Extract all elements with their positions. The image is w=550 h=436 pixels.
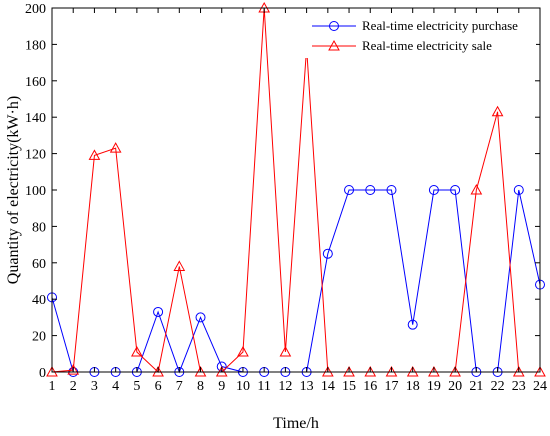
x-tick-label: 16 — [363, 379, 377, 394]
x-tick-label: 17 — [384, 379, 398, 394]
data-point-circle — [344, 185, 355, 195]
y-tick-label: 80 — [32, 220, 46, 235]
y-tick-label: 200 — [25, 2, 46, 17]
data-point-triangle — [237, 345, 249, 357]
x-tick-label: 10 — [236, 379, 250, 394]
y-tick-label: 20 — [32, 330, 46, 345]
y-tick-label: 140 — [25, 111, 46, 126]
y-tick-label: 60 — [32, 257, 46, 272]
x-tick-label: 20 — [448, 379, 462, 394]
data-point-triangle — [173, 260, 186, 271]
x-tick-label: 13 — [300, 379, 314, 394]
data-point-circle — [153, 306, 164, 317]
x-tick-label: 15 — [342, 379, 356, 394]
series-line — [51, 7, 540, 373]
data-point-circle — [386, 185, 397, 195]
data-point-triangle — [470, 183, 483, 195]
x-tick-label: 12 — [278, 379, 292, 394]
legend-marker-triangle — [328, 39, 340, 51]
legend: Real-time electricity purchase Real-time… — [300, 14, 536, 58]
y-axis-title: Quantity of electricity(kW·h) — [5, 96, 22, 284]
x-tick-label: 11 — [257, 379, 270, 394]
x-tick-label: 19 — [427, 379, 441, 394]
data-point-triangle — [279, 345, 292, 357]
data-point-circle — [450, 185, 461, 195]
legend-label-sale: Real-time electricity sale — [362, 38, 492, 53]
data-point-triangle — [491, 105, 504, 117]
y-tick-label: 40 — [32, 293, 46, 308]
y-tick-label: 160 — [25, 75, 46, 90]
x-tick-label: 21 — [469, 379, 483, 394]
x-tick-label: 18 — [406, 379, 420, 394]
data-point-circle — [513, 185, 524, 195]
x-tick-label: 9 — [218, 379, 225, 394]
plot-area — [52, 8, 540, 372]
x-tick-label: 22 — [491, 379, 505, 394]
y-tick-label: 0 — [39, 366, 46, 381]
y-tick-label: 100 — [25, 184, 46, 199]
legend-box — [300, 14, 536, 58]
data-point-circle — [365, 185, 376, 195]
x-tick-label: 1 — [49, 379, 56, 394]
x-tick-label: 23 — [512, 379, 526, 394]
legend-label-purchase: Real-time electricity purchase — [362, 18, 518, 33]
x-tick-label: 4 — [112, 379, 119, 394]
x-tick-label: 7 — [176, 379, 183, 394]
data-point-circle — [195, 312, 206, 323]
x-tick-label: 6 — [155, 379, 162, 394]
data-point-triangle — [109, 142, 122, 153]
x-tick-label: 5 — [133, 379, 140, 394]
legend-marker-circle — [329, 21, 339, 31]
y-tick-label: 180 — [25, 38, 46, 53]
x-tick-label: 8 — [197, 379, 204, 394]
data-point-triangle — [67, 364, 80, 375]
x-tick-label: 24 — [533, 379, 547, 394]
x-tick-label: 2 — [70, 379, 77, 394]
x-tick-label: 3 — [91, 379, 98, 394]
x-axis-title: Time/h — [273, 415, 319, 432]
data-point-triangle — [131, 345, 143, 357]
data-point-triangle — [88, 149, 101, 160]
y-tick-label: 120 — [25, 148, 46, 163]
x-axis-ticks: 1 2 3 4 5 6 7 8 9 10 11 12 13 14 15 16 17 18 19 20 21 22 23 24 — [49, 8, 547, 394]
data-point-circle — [322, 248, 333, 259]
data-point-circle — [407, 319, 418, 330]
x-tick-label: 14 — [321, 379, 335, 394]
data-point-circle — [428, 185, 439, 195]
y-axis-ticks: 0 20 40 60 80 100 120 140 160 180 200 — [25, 2, 540, 381]
